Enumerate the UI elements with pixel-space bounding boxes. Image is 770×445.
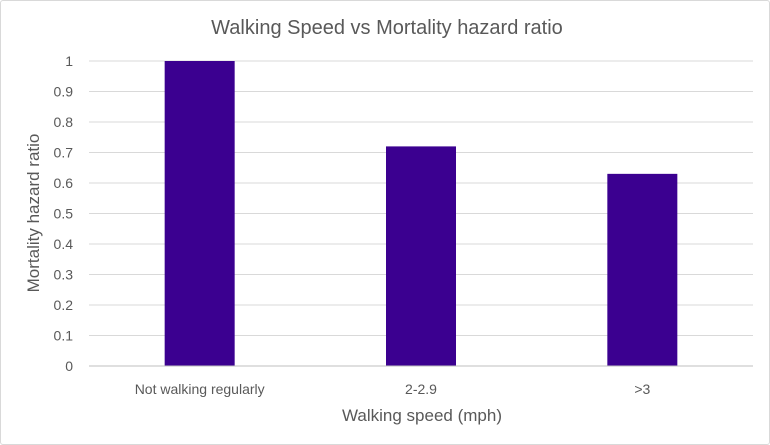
chart-title: Walking Speed vs Mortality hazard ratio — [211, 17, 563, 39]
y-tick-label: 0 — [65, 358, 73, 374]
y-tick-label: 0.6 — [54, 175, 74, 191]
y-tick-label: 0.3 — [54, 267, 74, 283]
y-tick-label: 0.7 — [54, 145, 74, 161]
bar — [386, 146, 456, 366]
y-tick-label: 0.1 — [54, 328, 74, 344]
x-tick-label: Not walking regularly — [135, 381, 265, 397]
x-tick-label: >3 — [634, 381, 650, 397]
y-tick-label: 0.4 — [54, 236, 74, 252]
x-axis-title: Walking speed (mph) — [342, 406, 502, 425]
y-axis-title: Mortality hazard ratio — [24, 134, 43, 293]
y-tick-label: 0.8 — [54, 114, 74, 130]
bar — [607, 173, 678, 366]
y-axis-ticks: 0 0.1 0.2 0.3 0.4 0.5 0.6 0.7 0.8 0.9 1 — [54, 53, 74, 374]
bar — [164, 61, 235, 366]
y-tick-label: 0.5 — [54, 206, 74, 222]
y-tick-label: 0.9 — [54, 84, 74, 100]
x-axis-ticks: Not walking regularly 2-2.9 >3 — [135, 381, 651, 397]
x-tick-label: 2-2.9 — [405, 381, 437, 397]
bars — [164, 61, 678, 366]
y-tick-label: 1 — [65, 53, 73, 69]
y-tick-label: 0.2 — [54, 297, 74, 313]
